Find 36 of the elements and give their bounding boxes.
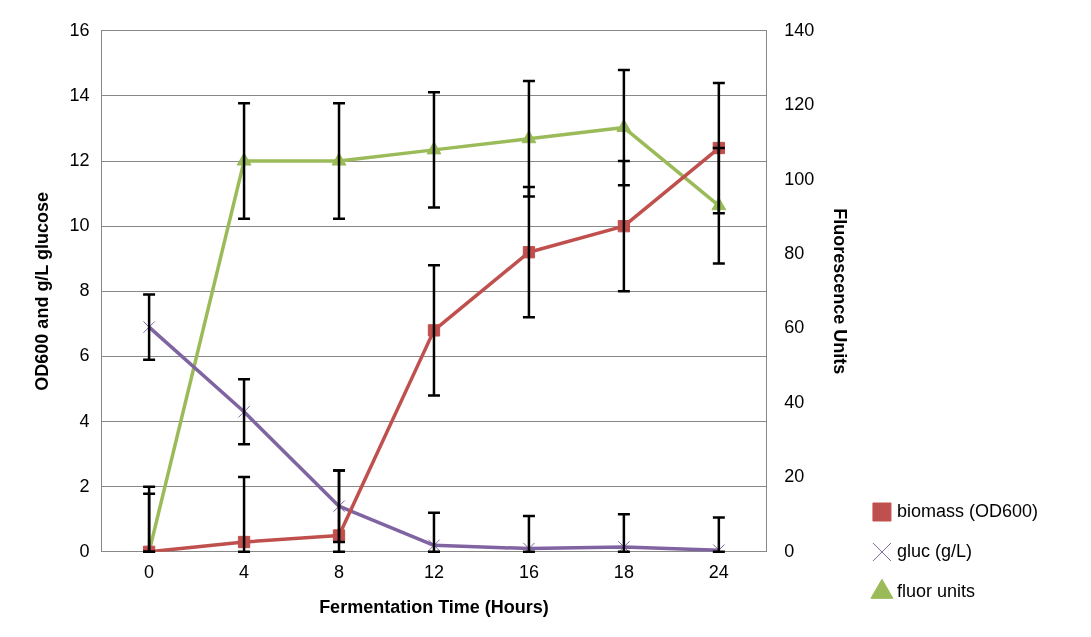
y-tick-label: 8 xyxy=(79,280,90,301)
point xyxy=(522,542,536,552)
x-tick-label: 18 xyxy=(613,561,634,582)
legend-label: gluc (g/L) xyxy=(896,540,972,561)
x-axis-title: Fermentation Time (Hours) xyxy=(319,597,549,618)
x-tick-label: 16 xyxy=(518,561,539,582)
point xyxy=(142,320,156,334)
point xyxy=(332,500,346,513)
x-tick-label: 4 xyxy=(239,561,250,582)
point xyxy=(427,539,441,552)
y2-tick-label: 0 xyxy=(784,540,795,561)
y-tick-label: 4 xyxy=(79,410,90,431)
y-tick-label: 12 xyxy=(69,150,90,171)
y2-tick-label: 80 xyxy=(784,243,805,264)
x-tick-label: 24 xyxy=(708,561,729,582)
legend-label: fluor units xyxy=(896,580,975,601)
x-tick-label: 12 xyxy=(423,561,444,582)
y2-tick-label: 20 xyxy=(784,466,805,487)
x-tick-label: 0 xyxy=(144,561,155,582)
y-tick-label: 16 xyxy=(69,19,90,40)
point xyxy=(237,405,251,418)
y2-tick-label: 140 xyxy=(784,19,815,40)
y-axis-title: OD600 and g/L glucose xyxy=(31,191,52,391)
y-tick-label: 14 xyxy=(69,84,90,105)
y-tick-label: 10 xyxy=(69,215,90,236)
y2-tick-label: 60 xyxy=(784,317,805,338)
y2-tick-label: 100 xyxy=(784,168,815,189)
y-tick-label: 0 xyxy=(79,540,90,561)
y2-axis-title: Fluorescence Units xyxy=(830,208,851,375)
y-tick-label: 6 xyxy=(79,345,90,366)
y-tick-label: 2 xyxy=(79,475,90,496)
legend-label: biomass (OD600) xyxy=(896,500,1038,521)
point xyxy=(617,540,631,552)
y2-tick-label: 120 xyxy=(784,94,815,115)
x-tick-label: 8 xyxy=(334,561,345,582)
y2-tick-label: 40 xyxy=(784,391,805,412)
